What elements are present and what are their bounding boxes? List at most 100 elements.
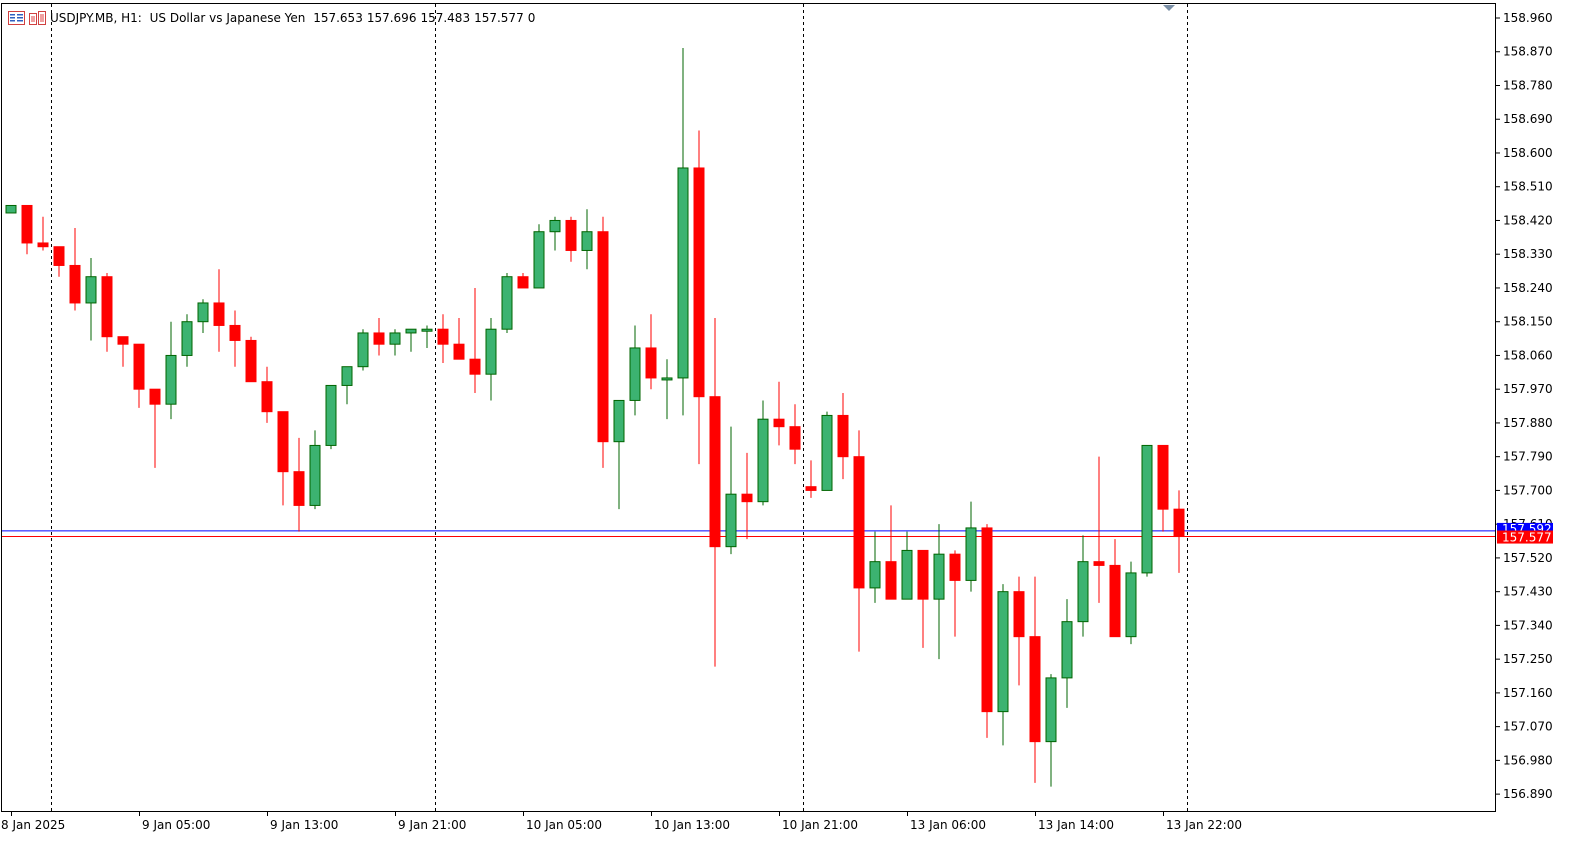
price-tick-label: 156.980 xyxy=(1503,753,1553,767)
candle xyxy=(1173,490,1185,573)
candle-body-bull xyxy=(5,204,17,214)
candle-body-bull xyxy=(485,328,497,375)
time-tick-label: 10 Jan 13:00 xyxy=(654,818,730,832)
candle xyxy=(1157,444,1169,532)
candle xyxy=(453,317,465,360)
price-lines xyxy=(2,530,1496,538)
candle xyxy=(789,404,801,465)
candle-body-bull xyxy=(933,553,945,600)
candle xyxy=(981,524,993,738)
candle xyxy=(1093,456,1105,603)
price-tick-label: 158.150 xyxy=(1503,315,1553,329)
volume-value: 0 xyxy=(527,11,536,25)
candle xyxy=(933,524,945,660)
chart-header: USDJPY.MB, H1: US Dollar vs Japanese Yen… xyxy=(8,9,539,27)
candle xyxy=(693,130,705,465)
candle-body-bear xyxy=(565,219,577,251)
plot-border xyxy=(1,3,1496,812)
candle-body-bull xyxy=(389,332,401,345)
candle-body-bull xyxy=(357,332,369,368)
candle xyxy=(869,531,881,603)
candle xyxy=(1077,535,1089,637)
candle xyxy=(597,216,609,468)
candle-body-bull xyxy=(661,377,673,381)
symbol-label: USDJPY.MB, H1: xyxy=(50,11,142,25)
candle-body-bull xyxy=(901,549,913,600)
candle xyxy=(437,314,449,363)
candle xyxy=(1029,576,1041,783)
candle-body-bull xyxy=(549,219,561,233)
candle-body-bear xyxy=(453,343,465,360)
candle xyxy=(885,505,897,600)
open-value: 157.653 xyxy=(313,11,363,25)
price-tick-label: 157.340 xyxy=(1503,618,1553,632)
price-tick-label: 157.790 xyxy=(1503,450,1553,464)
candle xyxy=(917,549,929,648)
price-tick-label: 157.070 xyxy=(1503,720,1553,734)
candle-body-bear xyxy=(101,276,113,338)
candle-body-bear xyxy=(213,302,225,326)
high-value: 157.696 xyxy=(366,11,417,25)
time-tick-label: 13 Jan 22:00 xyxy=(1166,818,1242,832)
one-click-trading-icon[interactable] xyxy=(29,11,46,25)
candle xyxy=(85,257,97,341)
chart-list-icon[interactable] xyxy=(8,11,25,25)
candle xyxy=(805,460,817,498)
candle-body-bear xyxy=(805,486,817,491)
candle xyxy=(325,384,337,450)
price-tick-label: 158.060 xyxy=(1503,348,1553,362)
time-tick-label: 8 Jan 2025 xyxy=(1,818,65,832)
price-tick-label: 157.160 xyxy=(1503,686,1553,700)
chart-shift-marker-icon[interactable] xyxy=(1163,5,1175,11)
candle-body-bear xyxy=(261,381,273,413)
candle-body-bear xyxy=(645,347,657,379)
candle-body-bear xyxy=(693,167,705,398)
candle xyxy=(901,531,913,600)
price-tick-label: 157.250 xyxy=(1503,652,1553,666)
bid-tag-label: 157.577 xyxy=(1502,531,1552,545)
candle xyxy=(117,336,129,367)
candle-body-bear xyxy=(917,549,929,600)
candle-body-bear xyxy=(1029,636,1041,743)
candle xyxy=(277,411,289,506)
time-axis[interactable]: 8 Jan 2025 9 Jan 05:00 9 Jan 13:00 9 Jan 21… xyxy=(1,811,1242,832)
candle-body-bear xyxy=(245,339,257,383)
candle-body-bull xyxy=(533,231,545,289)
candle xyxy=(501,272,513,333)
candle xyxy=(69,227,81,311)
candle xyxy=(613,399,625,510)
price-tick-label: 158.690 xyxy=(1503,112,1553,126)
candle xyxy=(1125,561,1137,645)
candle xyxy=(949,550,961,637)
candle xyxy=(661,359,673,420)
candle xyxy=(213,269,225,352)
candle xyxy=(101,272,113,352)
candle xyxy=(293,437,305,532)
candle xyxy=(37,216,49,251)
candle xyxy=(533,224,545,289)
candle-body-bear xyxy=(885,561,897,600)
candle xyxy=(1141,444,1153,577)
candle xyxy=(21,204,33,255)
candle-body-bear xyxy=(133,343,145,390)
candle xyxy=(757,400,769,506)
price-tick-label: 157.520 xyxy=(1503,551,1553,565)
candle-body-bear xyxy=(437,328,449,345)
candle xyxy=(709,317,721,667)
price-tick-label: 158.600 xyxy=(1503,146,1553,160)
candle xyxy=(245,336,257,383)
candle xyxy=(229,310,241,367)
candle xyxy=(197,299,209,333)
bid-tag-bg xyxy=(1497,530,1553,544)
candle xyxy=(725,426,737,555)
price-tick-label: 158.240 xyxy=(1503,281,1553,295)
candle-body-bull xyxy=(341,366,353,386)
time-tick-label: 9 Jan 13:00 xyxy=(270,818,338,832)
candle-body-bear xyxy=(837,414,849,458)
time-tick-label: 9 Jan 05:00 xyxy=(142,818,210,832)
candle xyxy=(405,328,417,352)
candle-body-bear xyxy=(773,418,785,428)
